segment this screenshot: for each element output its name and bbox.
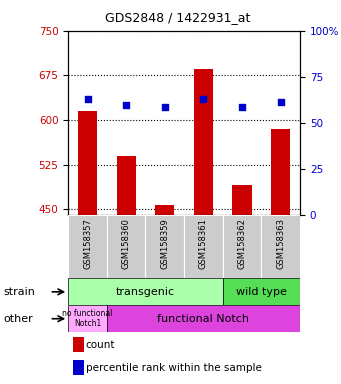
Bar xyxy=(233,185,252,215)
Text: functional Notch: functional Notch xyxy=(158,314,250,324)
Text: GSM158363: GSM158363 xyxy=(276,218,285,269)
Text: wild type: wild type xyxy=(236,287,287,297)
Bar xyxy=(68,278,223,305)
Text: percentile rank within the sample: percentile rank within the sample xyxy=(86,362,262,373)
Bar xyxy=(117,156,136,215)
Text: GSM158357: GSM158357 xyxy=(83,218,92,269)
Bar xyxy=(271,129,291,215)
Text: count: count xyxy=(86,339,115,350)
Text: no functional
Notch1: no functional Notch1 xyxy=(62,309,113,328)
Text: GSM158361: GSM158361 xyxy=(199,218,208,269)
Point xyxy=(201,96,206,102)
Bar xyxy=(223,215,262,278)
Point xyxy=(278,99,283,105)
Point xyxy=(123,102,129,108)
Text: strain: strain xyxy=(3,287,35,297)
Bar xyxy=(184,215,223,278)
Point xyxy=(85,96,90,102)
Bar xyxy=(194,70,213,215)
Bar xyxy=(107,305,300,332)
Bar xyxy=(262,215,300,278)
Bar xyxy=(78,111,97,215)
Bar xyxy=(146,215,184,278)
Point xyxy=(239,104,245,110)
Bar xyxy=(107,215,146,278)
Bar xyxy=(68,305,107,332)
Text: transgenic: transgenic xyxy=(116,287,175,297)
Text: GDS2848 / 1422931_at: GDS2848 / 1422931_at xyxy=(105,12,250,25)
Bar xyxy=(155,205,175,215)
Text: GSM158360: GSM158360 xyxy=(122,218,131,269)
Bar xyxy=(73,360,84,376)
Text: GSM158359: GSM158359 xyxy=(160,218,169,269)
Bar xyxy=(73,337,84,353)
Text: other: other xyxy=(3,314,33,324)
Bar xyxy=(223,278,300,305)
Bar xyxy=(68,215,107,278)
Point xyxy=(162,104,167,110)
Text: GSM158362: GSM158362 xyxy=(238,218,247,269)
